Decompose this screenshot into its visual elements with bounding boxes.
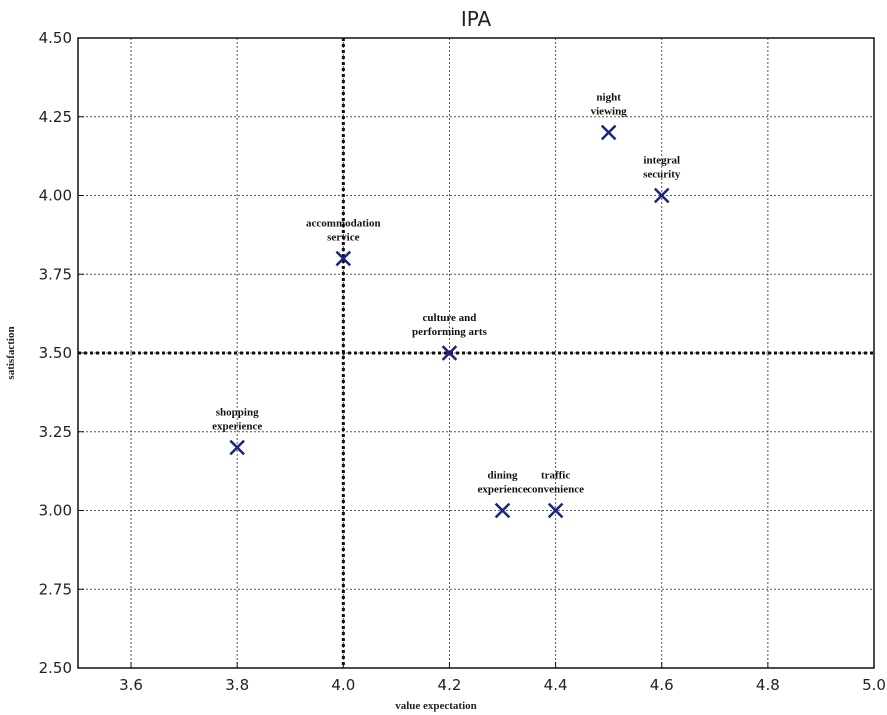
data-point: dining experience — [477, 470, 528, 519]
point-label-line: shopping — [216, 407, 259, 419]
y-axis-label: satisfaction — [5, 326, 17, 379]
y-tick-label: 2.50 — [39, 659, 72, 677]
x-marker-stroke — [653, 187, 670, 204]
y-tick-label: 4.50 — [39, 29, 72, 47]
x-tick-label: 4.0 — [331, 676, 355, 694]
point-label-line: culture and — [423, 312, 477, 324]
x-tick-label: 5.0 — [862, 676, 886, 694]
x-marker-stroke — [600, 124, 617, 141]
x-marker-stroke — [494, 502, 511, 519]
point-label-line: viewing — [591, 106, 628, 118]
y-tick-label: 2.75 — [39, 580, 72, 598]
x-axis-label: value expectation — [395, 700, 477, 712]
point-label-line: dining — [488, 470, 518, 482]
x-tick-label: 3.6 — [119, 676, 143, 694]
point-label: dining experience — [477, 470, 527, 496]
chart-title: IPA — [461, 7, 492, 31]
point-label: integral security — [643, 155, 681, 181]
data-points: night viewing integral security accommodatio… — [212, 92, 681, 519]
y-tick-label: 4.25 — [39, 108, 72, 126]
y-tick-label: 4.00 — [39, 187, 72, 205]
point-label: traffic convenience — [527, 470, 584, 496]
point-label-line: convenience — [527, 484, 584, 496]
data-point: integral security — [643, 155, 681, 204]
point-label: night viewing — [591, 92, 628, 118]
x-tick-label: 4.8 — [756, 676, 780, 694]
point-label: accommodation service — [306, 218, 381, 244]
point-label-line: performing arts — [412, 326, 488, 338]
x-marker-stroke — [335, 250, 352, 267]
point-label-line: night — [596, 92, 621, 104]
x-axis-ticks: 3.6 3.8 4.0 4.2 4.4 4.6 4.8 5.0 — [119, 662, 886, 694]
data-point: culture and performing arts — [412, 312, 488, 361]
data-point: accommodation service — [306, 218, 381, 267]
point-label-line: experience — [212, 421, 262, 433]
data-point: shopping experience — [212, 407, 262, 456]
y-tick-label: 3.50 — [39, 344, 72, 362]
x-tick-label: 4.6 — [650, 676, 674, 694]
y-tick-label: 3.75 — [39, 265, 72, 283]
x-tick-label: 4.2 — [438, 676, 462, 694]
point-label: culture and performing arts — [412, 312, 488, 338]
point-label-line: experience — [477, 484, 527, 496]
point-label-line: security — [643, 169, 681, 181]
data-point: night viewing — [591, 92, 628, 141]
point-label: shopping experience — [212, 407, 262, 433]
y-tick-label: 3.25 — [39, 423, 72, 441]
y-tick-label: 3.00 — [39, 502, 72, 520]
reference-lines — [78, 38, 874, 668]
data-point: traffic convenience — [527, 470, 584, 519]
point-label-line: service — [327, 232, 359, 244]
x-tick-label: 4.4 — [544, 676, 568, 694]
point-label-line: traffic — [541, 470, 570, 482]
x-tick-label: 3.8 — [225, 676, 249, 694]
point-label-line: integral — [643, 155, 680, 167]
x-marker-stroke — [229, 439, 245, 456]
x-marker-stroke — [547, 502, 564, 519]
x-marker-stroke — [441, 345, 458, 361]
point-label-line: accommodation — [306, 218, 381, 230]
y-axis-ticks: 2.50 2.75 3.00 3.25 3.50 3.75 4.00 4.25 4.50 — [39, 29, 84, 677]
